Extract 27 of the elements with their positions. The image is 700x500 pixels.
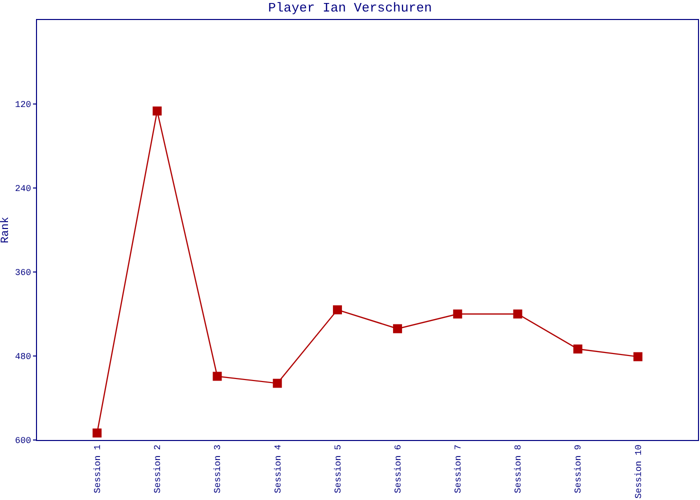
x-tick-label: Session 8 [514,444,524,494]
x-tick-label: Session 1 [93,444,104,494]
y-tick-label: 480 [14,352,32,362]
point [513,310,522,318]
point [212,372,222,381]
point [573,344,582,354]
point [332,305,342,314]
point [272,378,282,388]
y-tick-label: 360 [14,268,32,278]
y-tick-label: 120 [14,100,32,110]
point [453,310,462,318]
x-tick-label: Session 6 [393,444,404,494]
y-axis-title: Rank [0,216,12,244]
point [393,324,402,334]
chart-title: Player Ian Verschuren [268,0,432,16]
x-tick-label: Session 4 [273,444,284,494]
x-tick-label: Session 2 [153,444,164,494]
point [152,106,162,116]
y-tick-label: 600 [14,436,32,446]
x-tick-label: Session 5 [333,444,344,494]
point [633,352,642,362]
point [92,428,102,438]
x-tick-label: Session 9 [574,444,584,494]
x-tick-label: Session 7 [454,444,464,494]
x-tick-label: Session 10 [634,444,644,499]
x-tick-label: Session 3 [213,444,224,494]
y-tick-label: 240 [14,184,32,194]
